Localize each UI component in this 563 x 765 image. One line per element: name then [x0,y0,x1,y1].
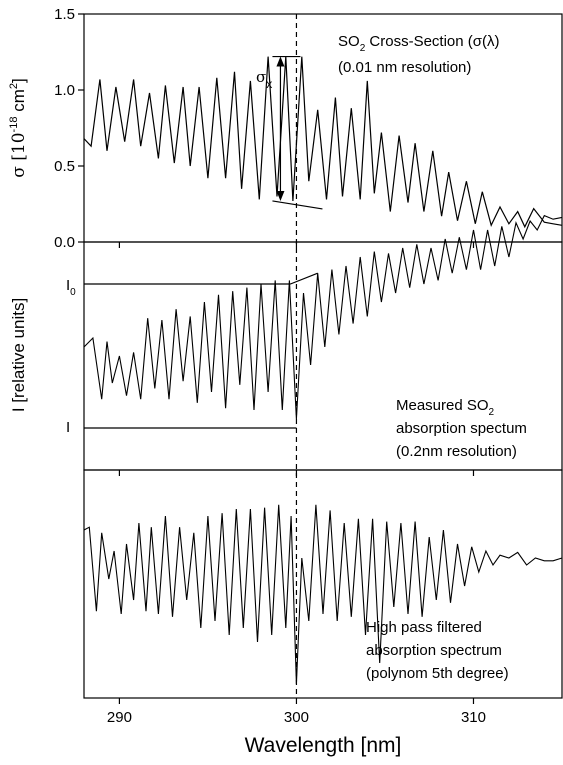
I-tick-label: I [66,419,70,436]
middle-y-axis-title: I [relative units] [9,298,28,412]
I0-tick-label: I0 [66,277,76,298]
filtered-annotation-line1: High pass filtered [366,619,482,636]
x-axis-title: Wavelength [nm] [245,734,402,757]
top-y-ticks: 0.0 0.5 1.0 1.5 [54,6,84,251]
I0-subscript: 0 [70,287,76,298]
sigma-x-symbol: σ [256,68,266,86]
cross-section-annotation-title: SO2 Cross-Section (σ(λ) [338,33,500,54]
ylabel-unit: cm [9,89,28,116]
x-tick-label: 290 [107,709,132,726]
so2-text: SO [338,33,360,50]
x-tick-label: 310 [461,709,486,726]
sigma-x-arrow [272,55,323,210]
x-ticks: 290 300 310 [107,242,486,726]
top-y-tick-label: 0.5 [54,158,75,175]
top-y-axis-title: σ [10-18 cm2] [8,78,29,177]
top-y-tick-label: 0.0 [54,234,75,251]
measured-annotation-line1: Measured SO2 [396,397,495,418]
sigma-x-arrow-head-bottom [276,190,285,201]
measured-so2-text: Measured SO [396,397,489,414]
I0-main: I [66,277,70,294]
bottom-panel-frame [83,469,563,699]
sigma-x-label: σx [256,68,272,91]
top-y-tick-label: 1.0 [54,82,75,99]
ylabel-exponent: -18 [8,117,20,133]
measured-annotation-line2: absorption spectum [396,420,527,437]
cross-section-annotation-resolution: (0.01 nm resolution) [338,59,471,76]
sigma-x-bottom-bracket [272,200,323,210]
ylabel-unit-exponent: 2 [8,83,20,89]
intensity-levels [84,272,318,429]
sigma-symbol-and-prefix: σ [10 [9,132,29,177]
so2-subscript: 2 [360,43,366,54]
sigma-x-arrow-head-top [276,56,285,67]
ylabel-close: ] [9,78,28,83]
measured-so2-subscript: 2 [489,407,495,418]
x-tick-label: 300 [284,709,309,726]
filtered-annotation-line3: (polynom 5th degree) [366,665,509,682]
cross-section-text: Cross-Section (σ(λ) [365,33,499,50]
sigma-x-subscript: x [266,77,272,91]
measured-annotation-line3: (0.2nm resolution) [396,443,517,460]
measured-spectrum-series-line [83,214,563,420]
I0-level-connector [290,272,318,285]
top-y-tick-label: 1.5 [54,6,75,23]
filtered-annotation-line2: absorption spectrum [366,642,502,659]
filtered-spectrum-series-line [83,504,563,685]
cross-section-series-line [83,56,563,229]
